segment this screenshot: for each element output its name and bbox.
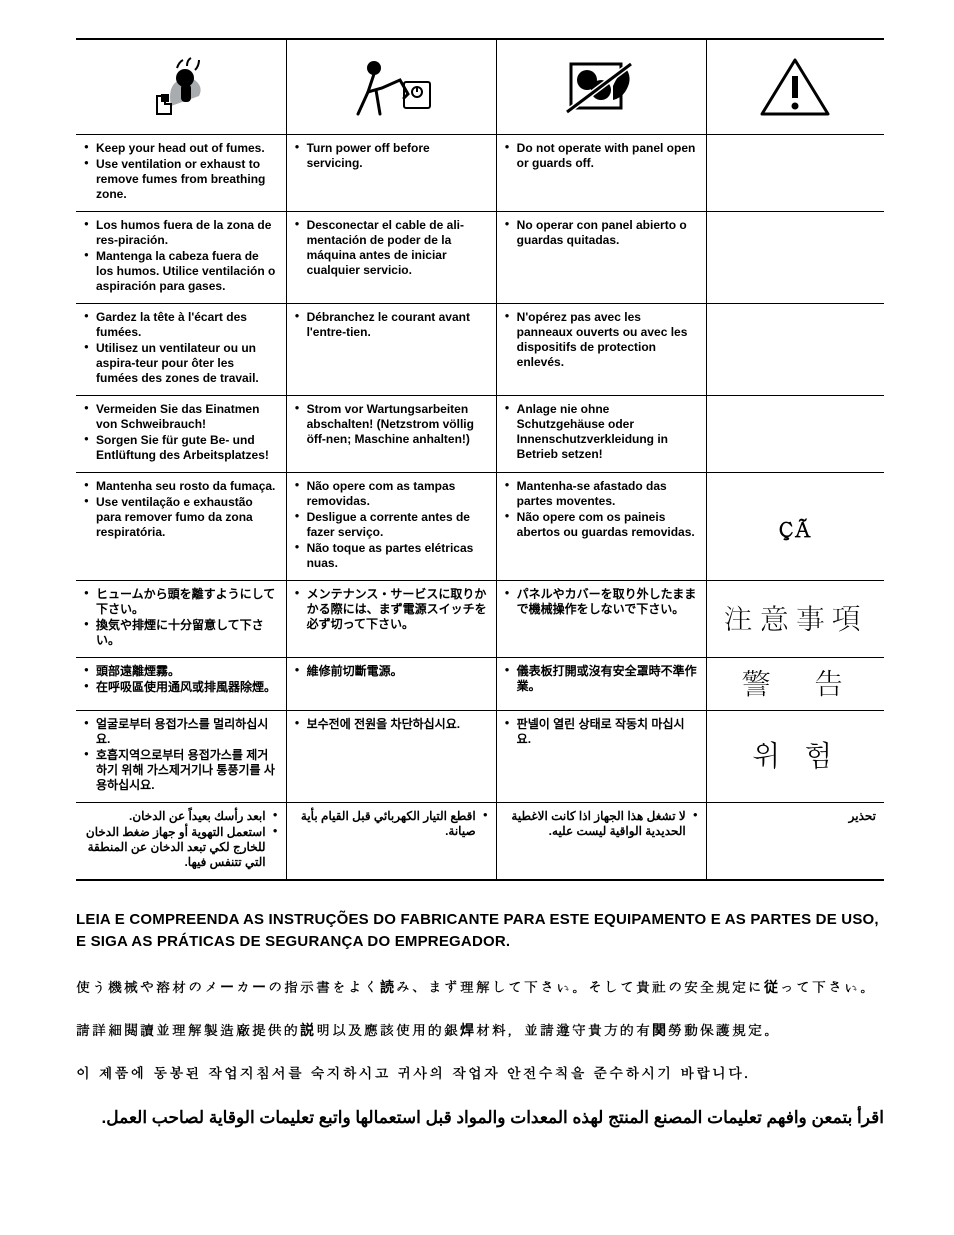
label-en — [706, 135, 884, 212]
label-ar: تحذير — [706, 802, 884, 880]
icon-panel-hand — [496, 39, 706, 135]
footer-ja: 使う機械や溶材のメーカーの指示書をよく読み、まず理解して下さい。そして貴社の安全… — [76, 976, 884, 997]
label-ko: 위 험 — [706, 710, 884, 802]
row-pt: Mantenha seu rosto da fumaça.Use ventila… — [76, 473, 884, 581]
label-zh: 警 告 — [706, 658, 884, 711]
row-es: Los humos fuera de la zona de res-piraci… — [76, 212, 884, 304]
footer-instructions: LEIA E COMPREENDA AS INSTRUÇÕES DO FABRI… — [76, 909, 884, 1131]
row-en: Keep your head out of fumes.Use ventilat… — [76, 135, 884, 212]
icon-row — [76, 39, 884, 135]
row-zh: 頭部遠離煙霧。在呼吸區使用通风或排風器除煙。 維修前切斷電源。 儀表板打開或沒有… — [76, 658, 884, 711]
row-ja: ヒュームから頭を離すようにして下さい。換気や排煙に十分留意して下さい。 メンテナ… — [76, 581, 884, 658]
icon-power-off — [286, 39, 496, 135]
icon-warning — [706, 39, 884, 135]
row-ko: 얼굴로부터 용접가스를 멀리하십시요.호흡지역으로부터 용접가스를 제거하기 위… — [76, 710, 884, 802]
icon-fumes — [76, 39, 286, 135]
row-ar: ابعد رأسك بعيداً عن الدخان.استعمل التهوي… — [76, 802, 884, 880]
safety-table: Keep your head out of fumes.Use ventilat… — [76, 38, 884, 881]
footer-zh: 請詳細閱讀並理解製造廠提供的説明以及應該使用的銀焊材料，並請遵守貴方的有関勞動保… — [76, 1019, 884, 1040]
row-de: Vermeiden Sie das Einatmen von Schweibra… — [76, 396, 884, 473]
footer-pt: LEIA E COMPREENDA AS INSTRUÇÕES DO FABRI… — [76, 909, 884, 954]
footer-ko: 이 제품에 동봉된 작업지침서를 숙지하시고 귀사의 작업자 안전수칙을 준수하… — [76, 1062, 884, 1083]
label-pt: ÇÃ — [779, 513, 812, 544]
row-fr: Gardez la tête à l'écart des fumées.Util… — [76, 304, 884, 396]
footer-ar: اقرأ بتمعن وافهم تعليمات المصنع المنتج ل… — [76, 1105, 884, 1131]
label-ja: 注意事項 — [706, 581, 884, 658]
